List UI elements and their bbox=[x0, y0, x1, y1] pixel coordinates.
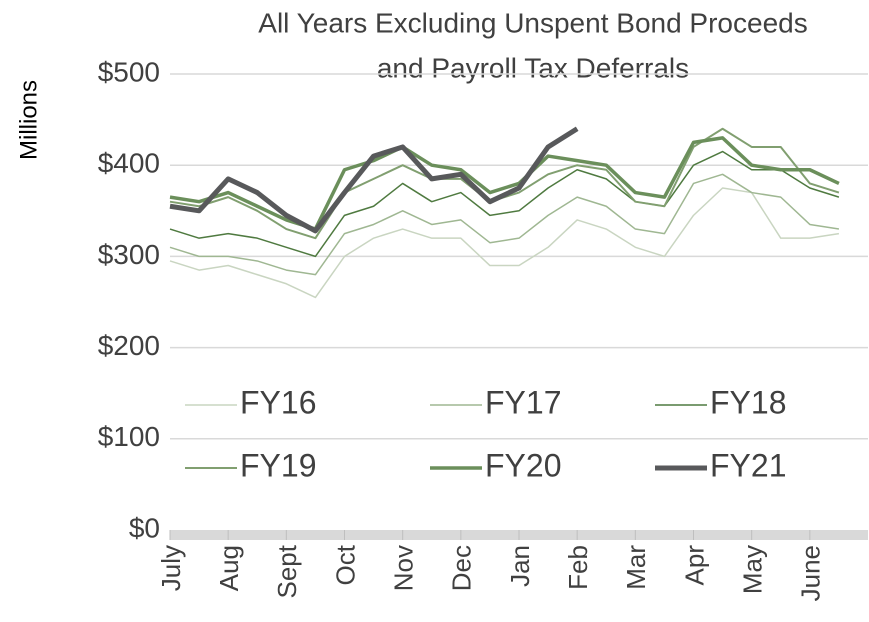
y-tick-label: $300 bbox=[98, 239, 160, 270]
series-line bbox=[169, 173, 840, 276]
y-tick-label: $400 bbox=[98, 148, 160, 179]
legend-label: FY17 bbox=[485, 384, 561, 420]
legend-label: FY16 bbox=[240, 384, 316, 420]
x-tick-label: Nov bbox=[389, 545, 419, 591]
chart-title: and Payroll Tax Deferrals bbox=[377, 52, 689, 83]
series-line bbox=[169, 126, 579, 234]
series-line bbox=[169, 136, 840, 231]
series-line bbox=[169, 127, 840, 240]
series-line bbox=[169, 187, 840, 299]
x-tick-label: Aug bbox=[214, 545, 244, 591]
x-tick-label: Dec bbox=[447, 545, 477, 591]
x-tick-label: June bbox=[796, 545, 826, 601]
x-tick-label: July bbox=[156, 545, 186, 591]
legend-label: FY20 bbox=[485, 447, 561, 483]
legend-label: FY19 bbox=[240, 447, 316, 483]
y-tick-label: $0 bbox=[129, 512, 160, 543]
y-tick-label: $500 bbox=[98, 56, 160, 87]
x-tick-label: Feb bbox=[563, 545, 593, 590]
x-tick-label: Oct bbox=[330, 544, 360, 585]
series-line bbox=[169, 150, 840, 258]
chart-title: All Years Excluding Unspent Bond Proceed… bbox=[258, 7, 807, 38]
legend-label: FY21 bbox=[710, 447, 786, 483]
x-tick-label: Apr bbox=[679, 545, 709, 586]
legend-label: FY18 bbox=[710, 384, 786, 420]
y-tick-label: $100 bbox=[98, 421, 160, 452]
x-tick-label: Jan bbox=[505, 545, 535, 587]
y-tick-label: $200 bbox=[98, 330, 160, 361]
x-tick-label: Mar bbox=[621, 545, 651, 590]
x-tick-label: May bbox=[738, 545, 768, 594]
y-axis-label: Millions bbox=[15, 80, 42, 160]
x-tick-label: Sept bbox=[272, 544, 302, 598]
